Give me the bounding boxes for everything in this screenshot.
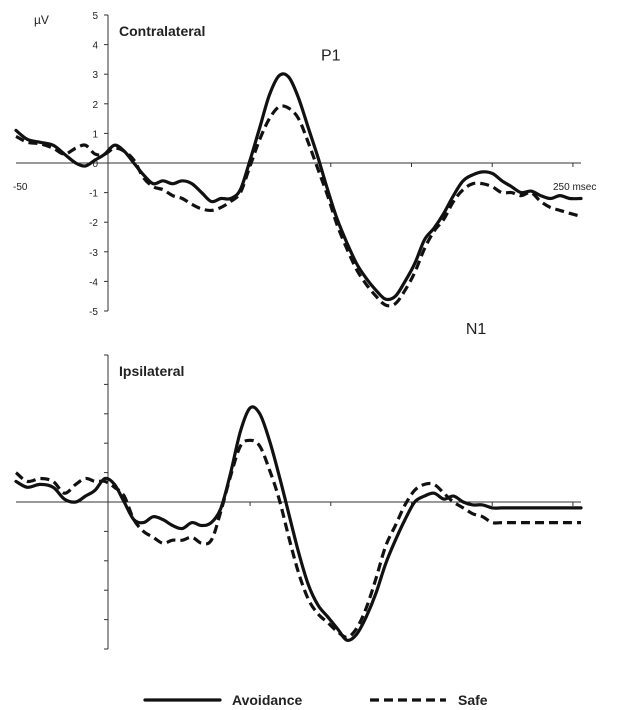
panel-title: Ipsilateral (119, 363, 184, 379)
y-tick-label: 0 (92, 159, 98, 170)
y-tick-label: -1 (89, 189, 98, 200)
series-line-avoidance (14, 405, 583, 642)
x-label-start: -50 (13, 182, 28, 193)
series-line-safe (15, 104, 582, 308)
y-tick-label: 5 (92, 11, 98, 22)
peak-label-n1: N1 (466, 321, 487, 338)
y-tick-label: 2 (92, 100, 98, 111)
legend-avoidance-label: Avoidance (232, 692, 302, 708)
series-line-safe (14, 438, 581, 639)
contralateral-panel: 5 4 3 2 1 0 -1 -2 -3 -4 -5 -50 250 msec µV Contralater… (13, 11, 596, 338)
y-tick-label: -2 (89, 218, 98, 229)
y-tick-label: -3 (89, 248, 98, 259)
y-tick-label: -4 (89, 277, 98, 288)
ipsilateral-panel: Ipsilateral (14, 354, 583, 650)
peak-label-p1: P1 (321, 48, 341, 65)
y-tick-label: 3 (92, 70, 98, 81)
legend-safe-label: Safe (458, 692, 488, 708)
series-line-avoidance (14, 72, 583, 302)
y-tick-label: 4 (92, 41, 98, 52)
y-tick-label: 1 (92, 129, 98, 140)
legend: Avoidance Safe (143, 692, 488, 708)
x-label-end: 250 msec (553, 182, 596, 193)
panel-title: Contralateral (119, 23, 205, 39)
y-tick-label: -5 (89, 307, 98, 318)
y-unit-label: µV (34, 13, 49, 27)
